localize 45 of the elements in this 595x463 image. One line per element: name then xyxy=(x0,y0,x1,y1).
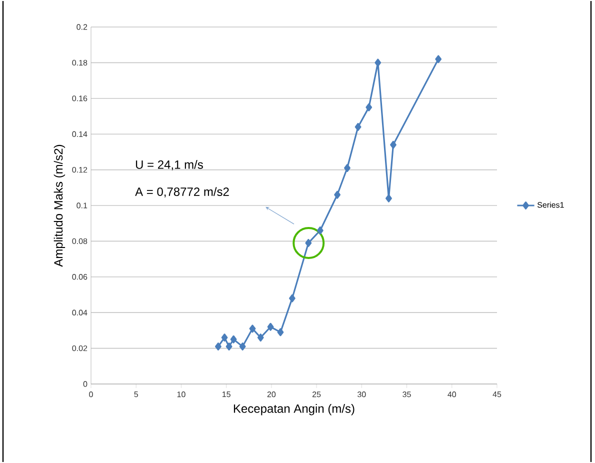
point xyxy=(277,328,284,336)
point xyxy=(354,122,362,131)
point xyxy=(257,334,264,342)
point xyxy=(230,335,237,344)
point xyxy=(316,226,324,234)
point xyxy=(215,342,222,350)
annotation: A = 0,78772 m/s2 xyxy=(135,187,229,198)
point xyxy=(390,140,396,149)
y-tick-label: 0.08 xyxy=(72,238,88,244)
point xyxy=(344,164,350,172)
point xyxy=(249,324,256,333)
y-tick-label: 0.18 xyxy=(72,60,88,66)
x-tick-label: 5 xyxy=(134,392,138,398)
y-tick-label: 0.2 xyxy=(76,24,88,30)
x-tick-label: 20 xyxy=(267,392,276,398)
x-tick-label: 35 xyxy=(402,392,411,398)
y-tick-label: 0.02 xyxy=(72,345,88,352)
x-tick-label: 40 xyxy=(448,392,456,398)
x-axis-title: Kecepatan Angin (m/s) xyxy=(234,404,354,416)
point xyxy=(435,55,442,64)
point xyxy=(221,334,228,342)
x-tick-label: 0 xyxy=(89,392,93,398)
point xyxy=(226,342,232,350)
y-tick-label: 0.04 xyxy=(72,310,88,316)
x-tick-label: 25 xyxy=(312,392,321,398)
y-tick-label: 0.06 xyxy=(72,274,88,280)
y-tick-label: 0.14 xyxy=(72,131,88,137)
point xyxy=(366,103,372,112)
legend-label: Series1 xyxy=(537,202,564,208)
point xyxy=(334,190,341,199)
y-tick-label: 0.16 xyxy=(72,96,88,102)
y-tick-label: 0 xyxy=(83,381,88,387)
y-tick-label: 0.12 xyxy=(72,166,88,173)
x-tick-label: 10 xyxy=(177,392,186,398)
x-tick-label: 30 xyxy=(358,392,366,398)
point xyxy=(267,322,274,331)
point xyxy=(239,342,246,350)
point xyxy=(386,194,392,202)
x-tick-label: 45 xyxy=(492,392,502,398)
y-axis-title: Amplitudo Maks (m/s2) xyxy=(54,144,66,267)
annotation: U = 24,1 m/s xyxy=(136,160,203,170)
x-tick-label: 15 xyxy=(222,392,230,398)
point xyxy=(374,58,382,67)
point xyxy=(288,294,296,302)
y-tick-label: 0.1 xyxy=(76,202,88,208)
